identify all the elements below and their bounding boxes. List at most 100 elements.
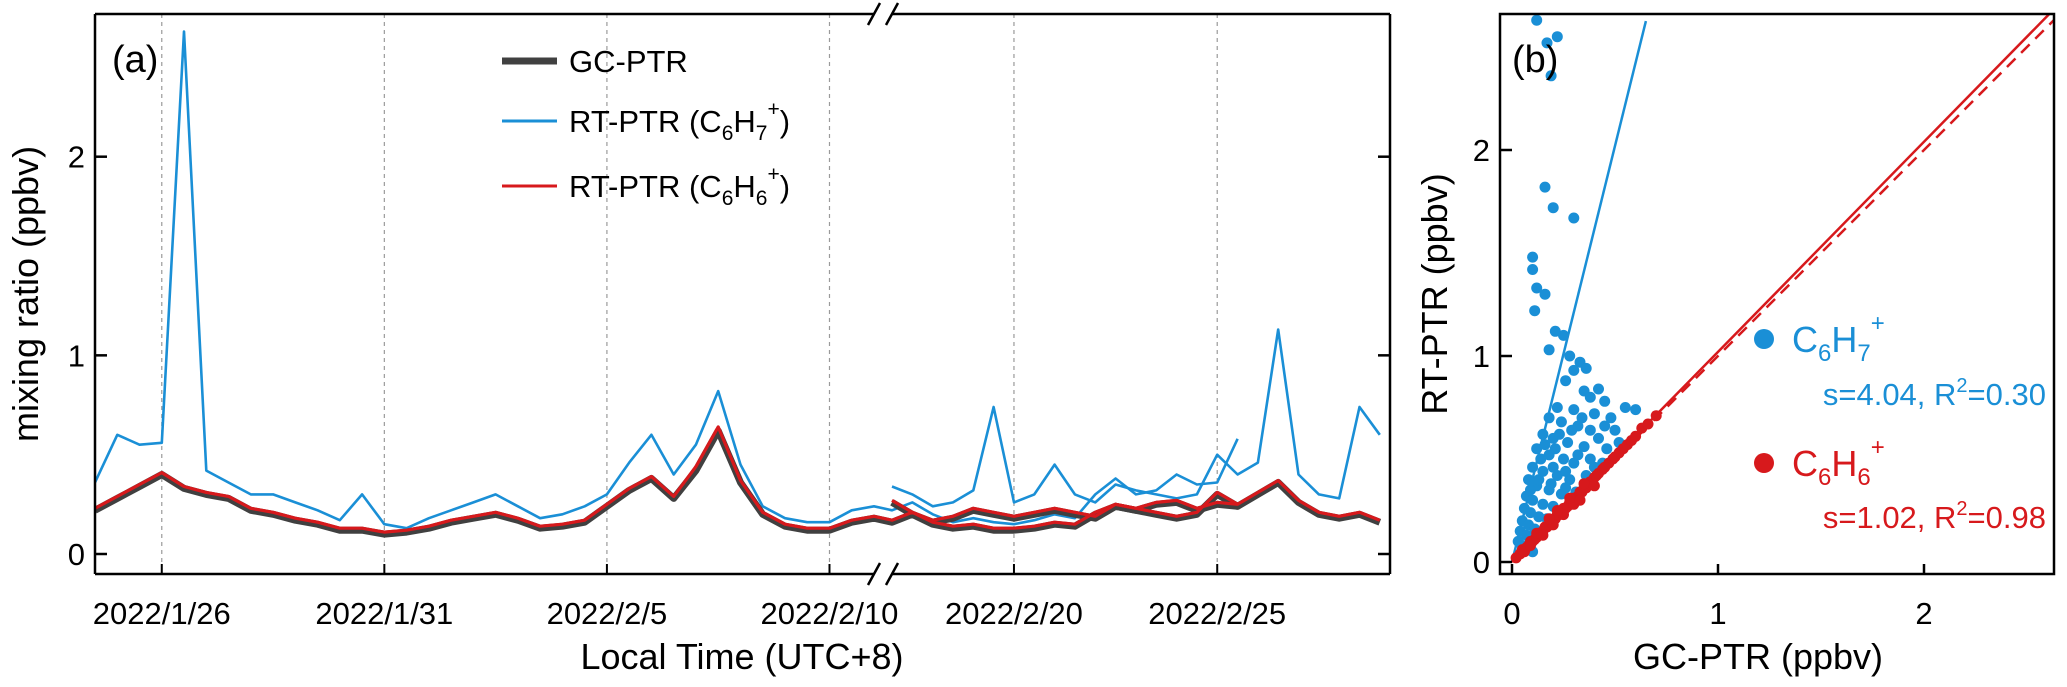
point-c6h7-37 (1537, 428, 1549, 440)
point-c6h7-18 (1580, 362, 1592, 374)
point-c6h6-58 (1551, 505, 1563, 516)
point-c6h7-6 (1568, 212, 1580, 224)
point-c6h6-56 (1531, 527, 1543, 539)
point-c6h7-4 (1539, 181, 1551, 193)
point-c6h7-7 (1527, 251, 1539, 263)
point-c6h7-45 (1558, 453, 1569, 465)
point-c6h7-27 (1605, 412, 1617, 424)
panel-b-ticks: 0 1 2 0 1 2 (1473, 133, 1933, 631)
point-c6h7-75 (1535, 453, 1547, 465)
legend-label-rt-ptr-c6h7: RT-PTR (C6H7+) (569, 98, 790, 145)
series-rt-ptr-c6h6-segment-1 (95, 425, 1238, 534)
point-c6h7-86 (1560, 482, 1572, 494)
point-c6h7-8 (1527, 264, 1539, 275)
panel-b-legend: C6H7+ s=4.04, R2=0.30 C6H6+ s=1.02, R2=0… (1754, 310, 2046, 535)
point-c6h7-59 (1527, 494, 1539, 506)
b-y-tick-label-2: 2 (1473, 133, 1490, 168)
point-c6h7-39 (1562, 437, 1574, 448)
point-c6h6-64 (1588, 480, 1600, 492)
x-tick-label-2022-2-25: 2022/2/25 (1148, 596, 1286, 631)
x-tick-label-2022-2-20: 2022/2/20 (945, 596, 1083, 631)
point-c6h7-36 (1593, 432, 1604, 444)
point-c6h7-83 (1576, 412, 1588, 424)
point-c6h6-60 (1578, 478, 1590, 490)
y-tick-label-1: 1 (68, 338, 85, 373)
point-c6h7-81 (1553, 428, 1565, 440)
legend-stats-c6h7: s=4.04, R2=0.30 (1823, 375, 2046, 412)
point-c6h6-51 (1650, 410, 1662, 422)
point-c6h7-64 (1525, 507, 1536, 519)
panel-b-x-axis-title: GC-PTR (ppbv) (1633, 636, 1883, 677)
panel-b-frame (1498, 12, 2056, 576)
x-tick-label-2022-1-26: 2022/1/26 (93, 596, 231, 631)
point-c6h7-0 (1531, 14, 1543, 26)
panel-a-time-series: 2022/1/26 2022/1/31 2022/2/5 2022/2/10 2022/… (5, 2, 1392, 677)
series-gc-ptr-segment-1 (95, 427, 1238, 538)
x-tick-label-2022-2-5: 2022/2/5 (547, 596, 668, 631)
point-c6h7-24 (1551, 402, 1563, 413)
point-c6h7-1 (1541, 37, 1553, 49)
panel-a-x-axis-title: Local Time (UTC+8) (580, 636, 903, 677)
point-c6h6-59 (1564, 492, 1576, 504)
x-tick-label-2022-2-10: 2022/2/10 (761, 596, 899, 631)
point-c6h7-19 (1560, 375, 1572, 387)
point-c6h7-85 (1549, 443, 1561, 455)
b-y-tick-label-1: 1 (1473, 339, 1490, 374)
point-c6h7-43 (1531, 443, 1543, 455)
panel-a-series-lines (95, 30, 1382, 538)
point-c6h7-79 (1584, 453, 1596, 465)
point-c6h7-23 (1599, 395, 1611, 407)
point-c6h7-46 (1568, 457, 1580, 469)
point-c6h7-91 (1545, 478, 1557, 490)
point-c6h7-21 (1584, 391, 1596, 403)
point-c6h7-48 (1527, 461, 1539, 473)
b-x-tick-label-1: 1 (1709, 596, 1726, 631)
point-c6h7-90 (1533, 474, 1545, 486)
legend-marker-c6h7 (1754, 329, 1774, 349)
point-c6h7-33 (1555, 416, 1567, 428)
legend-label-c6h6: C6H6+ (1792, 434, 1885, 491)
point-c6h7-53 (1523, 474, 1534, 486)
point-c6h6-57 (1543, 513, 1555, 525)
axis-break-marks (866, 2, 900, 586)
point-c6h7-78 (1572, 449, 1584, 461)
point-c6h7-60 (1537, 498, 1549, 510)
y-tick-label-0: 0 (68, 537, 85, 572)
point-c6h6-50 (1642, 418, 1654, 430)
panel-a-gridlines (161, 14, 1218, 574)
point-c6h7-77 (1560, 465, 1572, 477)
series-rt-ptr-c6h6-segment-2 (891, 478, 1381, 522)
point-c6h7-17 (1568, 364, 1580, 376)
point-c6h7-76 (1547, 461, 1559, 473)
panel-a-ticks: 2022/1/26 2022/1/31 2022/2/5 2022/2/10 2022/… (68, 140, 1390, 631)
point-c6h7-26 (1588, 408, 1600, 420)
series-gc-ptr-segment-2 (890, 479, 1382, 526)
b-y-tick-label-0: 0 (1473, 545, 1490, 580)
point-c6h7-49 (1537, 465, 1549, 477)
series-rt-ptr-c6h7-segment-2 (891, 328, 1381, 508)
y-tick-label-2: 2 (68, 140, 85, 175)
point-c6h7-84 (1539, 439, 1551, 451)
legend-label-c6h7: C6H7+ (1792, 310, 1885, 367)
panel-b-label: (b) (1512, 39, 1558, 81)
point-c6h7-12 (1549, 325, 1561, 337)
point-c6h7-35 (1584, 424, 1596, 436)
point-c6h7-31 (1609, 424, 1621, 436)
point-c6h7-9 (1531, 282, 1543, 294)
point-c6h7-15 (1564, 350, 1576, 362)
point-c6h7-11 (1529, 305, 1541, 317)
b-x-tick-label-0: 0 (1503, 596, 1520, 631)
panel-a-legend: GC-PTR RT-PTR (C6H7+) RT-PTR (C6H6+) (502, 44, 790, 210)
point-c6h6-48 (1630, 430, 1642, 442)
point-c6h7-50 (1551, 470, 1563, 481)
point-c6h7-13 (1558, 329, 1569, 341)
point-c6h7-82 (1566, 424, 1578, 436)
point-c6h7-10 (1539, 288, 1551, 300)
point-c6h7-40 (1578, 441, 1590, 453)
point-c6h7-2 (1551, 31, 1563, 43)
panel-a-axes (93, 12, 1392, 576)
b-x-tick-label-2: 2 (1915, 596, 1932, 631)
point-c6h6-62 (1525, 540, 1536, 551)
panel-a-y-axis-title: mixing ratio (ppbv) (5, 146, 46, 442)
point-c6h7-14 (1543, 344, 1555, 356)
